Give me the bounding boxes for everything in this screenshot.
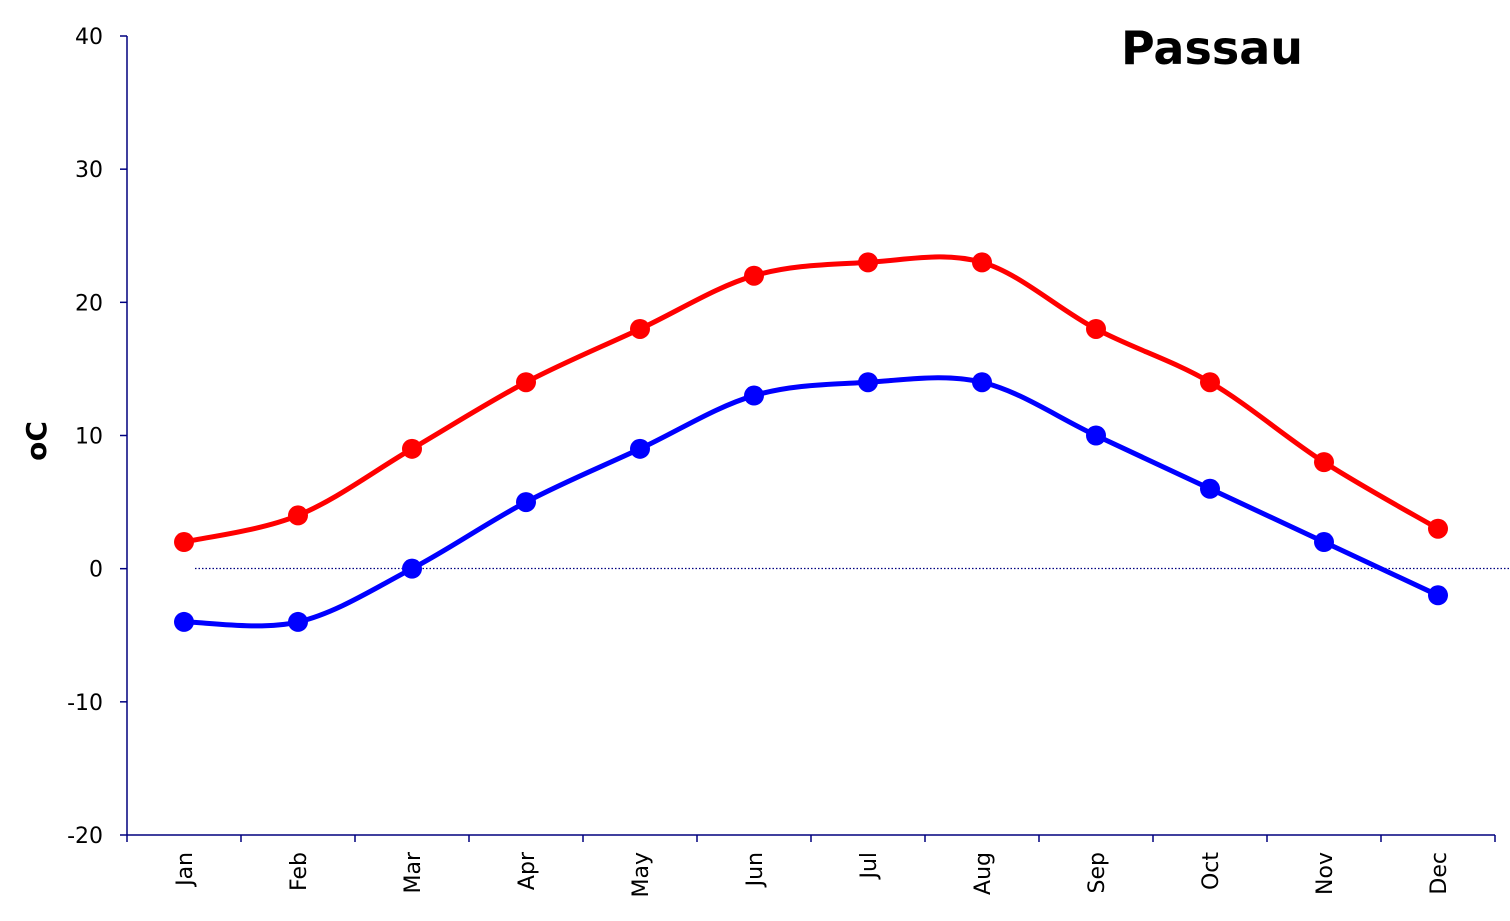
data-point: [744, 385, 764, 406]
data-point: [402, 438, 422, 459]
chart-title: Passau: [1121, 21, 1303, 75]
y-tick-label: -20: [67, 824, 103, 849]
data-point: [858, 252, 878, 273]
series-max-temperature: [174, 252, 1448, 553]
y-ticks: -20 -10 0 10 20 30 40: [67, 25, 127, 849]
series-min-temperature: [174, 372, 1448, 632]
x-tick-label: May: [629, 852, 654, 897]
data-point: [1428, 585, 1448, 606]
data-point: [972, 252, 992, 273]
series-layer: [174, 252, 1448, 632]
x-tick-label: Sep: [1085, 852, 1110, 893]
y-tick-label: -10: [67, 691, 103, 716]
x-tick-label: Apr: [515, 851, 540, 890]
data-point: [402, 558, 422, 579]
data-point: [1314, 452, 1334, 473]
data-point: [630, 438, 650, 459]
data-point: [288, 611, 308, 632]
axes: [126, 36, 1510, 836]
x-tick-label: Aug: [971, 852, 996, 895]
x-tick-label: Jun: [743, 852, 768, 888]
data-point: [744, 265, 764, 286]
x-tick-label: Jan: [173, 852, 198, 888]
data-point: [516, 372, 536, 393]
data-point: [288, 505, 308, 526]
y-axis-label: oC: [20, 421, 53, 461]
y-tick-label: 10: [75, 425, 103, 450]
data-point: [630, 318, 650, 339]
data-point: [972, 372, 992, 393]
x-tick-label: Mar: [401, 851, 426, 893]
x-tick-label: Jul: [857, 852, 882, 881]
series-line: [181, 375, 1441, 629]
y-tick-label: 40: [75, 25, 103, 50]
data-point: [516, 492, 536, 513]
data-point: [1200, 478, 1220, 499]
x-tick-label: Dec: [1427, 852, 1452, 895]
y-tick-label: 20: [75, 291, 103, 316]
data-point: [1314, 532, 1334, 553]
y-tick-label: 0: [89, 558, 103, 583]
y-tick-label: 30: [75, 158, 103, 183]
x-tick-label: Nov: [1313, 852, 1338, 895]
data-point: [1086, 425, 1106, 446]
data-point: [1086, 318, 1106, 339]
data-point: [174, 611, 194, 632]
data-point: [1428, 518, 1448, 539]
data-point: [174, 532, 194, 553]
x-ticks: Jan Feb Mar Apr May Jun Jul Aug Sep Oct Nov Dec: [126, 835, 1496, 897]
x-tick-label: Oct: [1199, 852, 1224, 890]
data-point: [858, 372, 878, 393]
data-point: [1200, 372, 1220, 393]
x-tick-label: Feb: [287, 852, 312, 891]
series-line: [181, 254, 1441, 545]
